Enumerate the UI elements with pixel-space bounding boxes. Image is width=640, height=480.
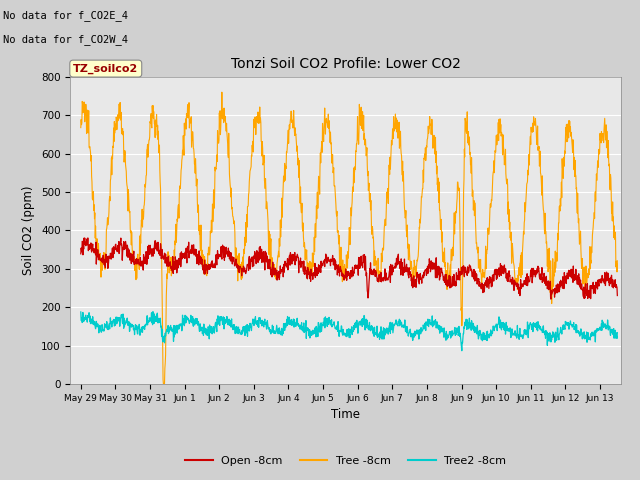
Text: No data for f_CO2W_4: No data for f_CO2W_4	[3, 34, 128, 45]
Text: No data for f_CO2E_4: No data for f_CO2E_4	[3, 10, 128, 21]
X-axis label: Time: Time	[331, 408, 360, 421]
Title: Tonzi Soil CO2 Profile: Lower CO2: Tonzi Soil CO2 Profile: Lower CO2	[230, 58, 461, 72]
Legend: Open -8cm, Tree -8cm, Tree2 -8cm: Open -8cm, Tree -8cm, Tree2 -8cm	[180, 452, 511, 470]
Y-axis label: Soil CO2 (ppm): Soil CO2 (ppm)	[22, 186, 35, 275]
Text: TZ_soilco2: TZ_soilco2	[73, 63, 138, 74]
